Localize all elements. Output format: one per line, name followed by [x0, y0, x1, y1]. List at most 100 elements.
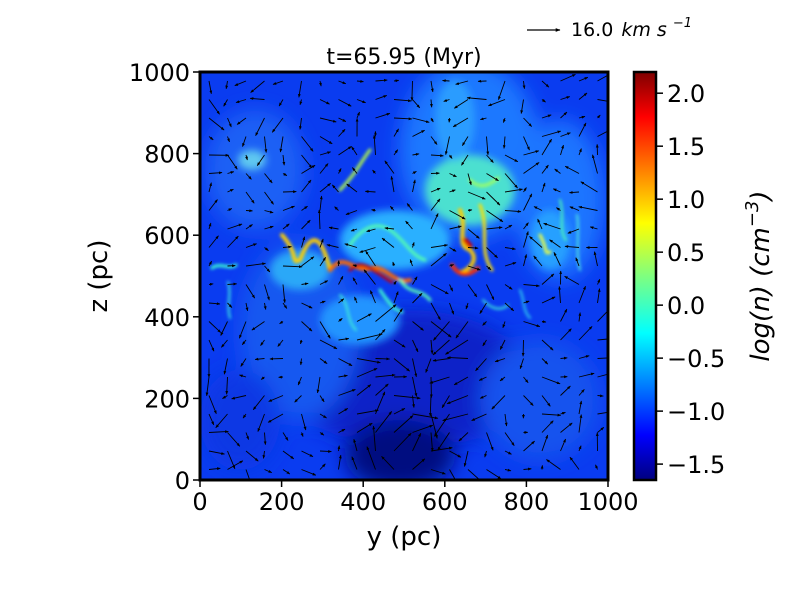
- velocity-arrow: [502, 321, 506, 329]
- velocity-arrow: [301, 164, 316, 174]
- velocity-arrow: [486, 265, 492, 271]
- velocity-arrow: [575, 257, 580, 267]
- velocity-arrow: [393, 407, 406, 415]
- velocity-arrow: [430, 321, 452, 338]
- velocity-arrow: [257, 413, 265, 432]
- velocity-arrow: [478, 376, 487, 381]
- velocity-arrow: [227, 154, 238, 170]
- velocity-arrow: [352, 264, 358, 268]
- velocity-arrow: [429, 99, 433, 108]
- quiver-key-value: 16.0: [571, 19, 613, 41]
- velocity-arrow: [319, 257, 327, 267]
- velocity-arrow: [208, 171, 223, 175]
- velocity-arrow: [467, 173, 472, 186]
- velocity-arrow: [393, 280, 397, 285]
- velocity-arrow: [430, 284, 449, 295]
- velocity-arrow: [578, 76, 589, 82]
- velocity-arrow: [338, 389, 356, 396]
- velocity-arrow: [375, 78, 388, 82]
- colorbar-ticks: −1.5 −1.0 −0.5 0.0 0.5 1.0 1.5 2.0: [656, 80, 725, 479]
- velocity-arrow: [227, 432, 241, 447]
- velocity-arrow: [523, 321, 541, 327]
- quiver-key-label: 16.0 km s −1: [571, 16, 692, 41]
- velocity-arrow: [597, 99, 608, 102]
- velocity-arrow: [264, 225, 274, 230]
- plot-frame: [198, 70, 610, 482]
- velocity-arrow: [541, 114, 552, 119]
- velocity-arrow: [372, 134, 376, 156]
- velocity-arrow: [282, 265, 303, 269]
- velocity-arrow: [208, 260, 213, 267]
- velocity-arrow: [264, 173, 273, 184]
- velocity-arrow: [393, 291, 399, 304]
- velocity-arrow: [412, 170, 417, 175]
- velocity-arrow: [541, 138, 552, 156]
- x-tick-label: 0: [192, 488, 207, 516]
- velocity-arrow: [560, 385, 571, 396]
- velocity-arrow: [411, 242, 415, 248]
- velocity-arrow: [523, 467, 532, 471]
- velocity-arrow: [589, 226, 598, 230]
- velocity-arrow: [445, 339, 469, 355]
- velocity-arrow: [222, 395, 228, 399]
- velocity-arrow: [537, 218, 543, 230]
- velocity-arrow: [560, 356, 568, 360]
- velocity-arrow: [282, 302, 288, 309]
- velocity-arrow: [541, 420, 554, 433]
- velocity-arrow: [449, 450, 462, 458]
- velocity-arrow: [227, 171, 235, 174]
- y-tick-label: 1000: [129, 59, 190, 87]
- velocity-arrow: [430, 117, 434, 123]
- velocity-arrow: [449, 469, 456, 480]
- velocity-arrow: [569, 191, 580, 194]
- velocity-arrow: [558, 286, 561, 304]
- velocity-arrow: [301, 302, 313, 309]
- y-tick-label: 800: [144, 141, 190, 169]
- velocity-arrow: [409, 259, 413, 267]
- velocity-arrow: [208, 235, 219, 248]
- velocity-arrow: [371, 208, 376, 212]
- velocity-arrow: [264, 136, 268, 153]
- velocity-arrow: [260, 339, 265, 346]
- velocity-arrow: [393, 149, 399, 156]
- velocity-arrow: [449, 264, 454, 267]
- velocity-arrow: [301, 450, 314, 458]
- velocity-arrow: [466, 96, 487, 100]
- velocity-arrow: [345, 210, 358, 215]
- velocity-arrow: [299, 358, 303, 366]
- velocity-arrow: [375, 357, 390, 361]
- velocity-arrow: [552, 188, 561, 193]
- velocity-arrow: [467, 246, 479, 250]
- velocity-arrow: [356, 409, 379, 415]
- quiver-key-unit-exponent: −1: [673, 16, 692, 31]
- velocity-arrow: [208, 339, 215, 352]
- velocity-arrow: [319, 395, 325, 403]
- velocity-arrow: [352, 277, 358, 285]
- velocity-arrow: [430, 187, 441, 193]
- velocity-arrow: [578, 92, 588, 100]
- velocity-arrow: [486, 173, 499, 182]
- velocity-arrow: [449, 225, 462, 230]
- velocity-arrow: [523, 187, 527, 193]
- velocity-arrow: [319, 151, 331, 156]
- velocity-arrow: [372, 425, 376, 452]
- velocity-arrow: [442, 413, 469, 422]
- velocity-arrow: [319, 300, 326, 304]
- velocity-arrow: [338, 454, 342, 470]
- velocity-arrow: [412, 179, 416, 193]
- velocity-arrow: [430, 136, 438, 145]
- velocity-arrow: [504, 247, 516, 251]
- velocity-arrow: [319, 136, 333, 145]
- velocity-arrow: [227, 282, 238, 286]
- velocity-arrow: [268, 395, 284, 402]
- velocity-arrow: [353, 438, 358, 452]
- velocity-arrow: [502, 117, 506, 123]
- velocity-arrow: [223, 99, 228, 107]
- velocity-arrow: [319, 358, 328, 364]
- velocity-arrow: [494, 358, 506, 363]
- x-tick-label: 400: [340, 488, 386, 516]
- velocity-arrow: [262, 450, 266, 459]
- velocity-arrow: [263, 432, 267, 445]
- velocity-arrow: [381, 456, 395, 470]
- velocity-arrow: [208, 413, 215, 426]
